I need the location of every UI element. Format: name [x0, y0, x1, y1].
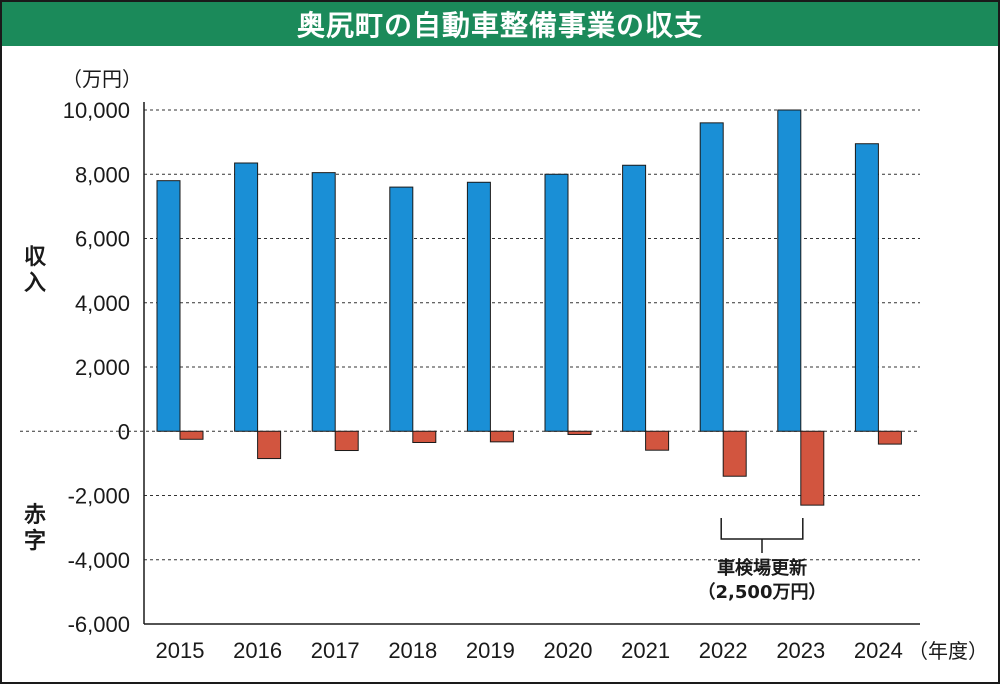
- x-tick-label: 2022: [699, 638, 748, 663]
- x-unit-label: （年度）: [908, 639, 988, 663]
- chart-title: 奥尻町の自動車整備事業の収支: [296, 9, 703, 42]
- title-bar: 奥尻町の自動車整備事業の収支: [2, 2, 998, 46]
- x-tick-label: 2021: [621, 638, 670, 663]
- bar-income: [234, 162, 259, 432]
- y-unit-label: （万円）: [62, 67, 142, 91]
- bar-deficit: [179, 430, 204, 440]
- y-label-income: 収入: [24, 245, 47, 296]
- bar-deficit: [800, 430, 825, 506]
- bar-income: [622, 164, 647, 432]
- bar-income: [156, 180, 181, 432]
- bar-income: [466, 181, 491, 432]
- x-tick-label: 2017: [311, 638, 360, 663]
- x-tick-label: 2018: [388, 638, 437, 663]
- bar-deficit: [877, 430, 902, 445]
- bar-deficit: [412, 430, 437, 443]
- x-tick-label: 2020: [544, 638, 593, 663]
- bar-income: [311, 172, 336, 432]
- bar-income: [854, 143, 879, 432]
- bar-deficit: [257, 430, 282, 460]
- x-tick-label: 2015: [156, 638, 205, 663]
- y-tick-label: 0: [118, 419, 130, 444]
- annotation-text: 車検場更新: [717, 557, 807, 579]
- annotation-bracket: [720, 518, 804, 553]
- bar-income: [389, 186, 414, 432]
- y-tick-label: 10,000: [63, 98, 130, 123]
- y-tick-label: 2,000: [75, 355, 130, 380]
- x-tick-label: 2019: [466, 638, 515, 663]
- x-tick-label: 2024: [854, 638, 903, 663]
- bar-deficit: [567, 430, 592, 435]
- y-tick-label: -2,000: [68, 484, 130, 509]
- bar-deficit: [334, 430, 359, 452]
- y-tick-label: 6,000: [75, 227, 130, 252]
- x-tick-label: 2016: [233, 638, 282, 663]
- y-label-deficit: 赤字: [24, 503, 46, 554]
- x-tick-label: 2023: [776, 638, 825, 663]
- bar-income: [544, 173, 569, 432]
- y-tick-label: -4,000: [68, 548, 130, 573]
- y-tick-label: -6,000: [68, 612, 130, 637]
- annotation-text: （2,500万円）: [698, 582, 827, 603]
- bar-deficit: [645, 430, 670, 451]
- bar-deficit: [722, 430, 747, 477]
- bar-income: [777, 109, 802, 432]
- y-tick-label: 8,000: [75, 162, 130, 187]
- bar-income: [699, 122, 724, 432]
- bar-deficit: [489, 430, 514, 443]
- y-tick-label: 4,000: [75, 291, 130, 316]
